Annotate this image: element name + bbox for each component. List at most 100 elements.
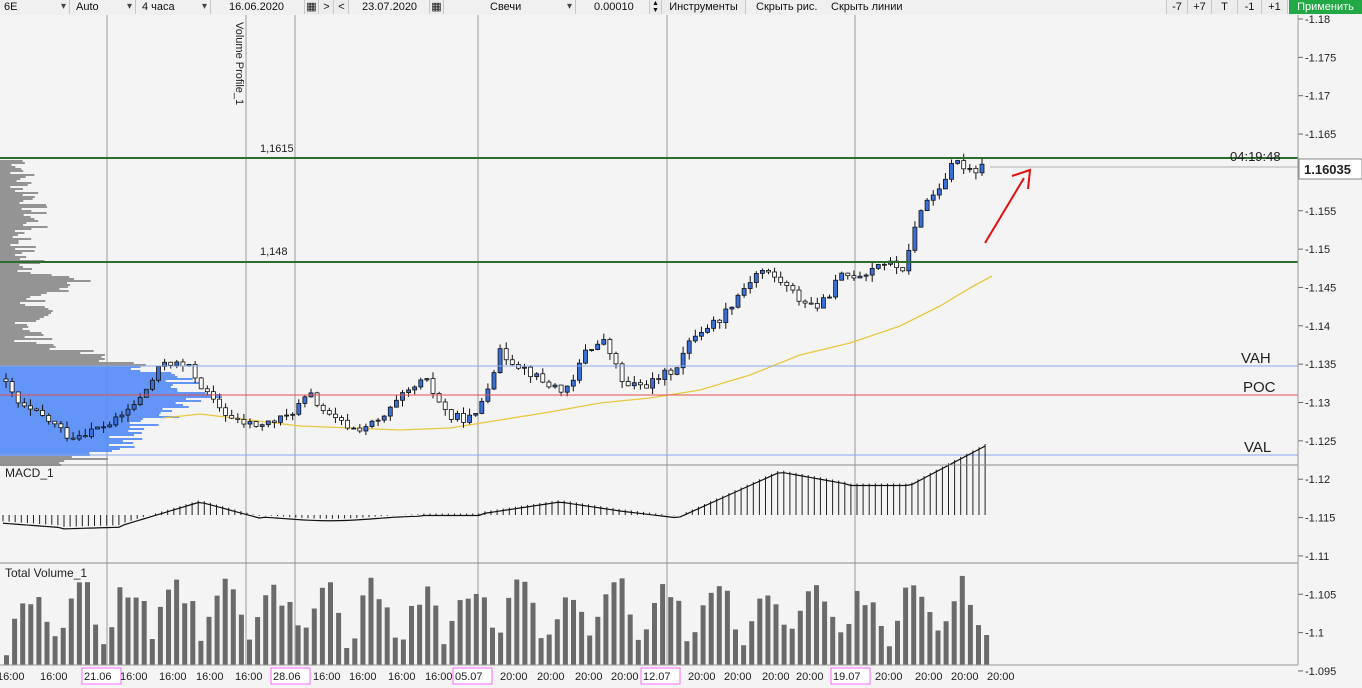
profile-bar bbox=[0, 322, 15, 324]
step-field[interactable]: 0.00010 bbox=[578, 0, 650, 14]
volume-bar bbox=[125, 597, 131, 665]
nav-next-button[interactable]: > bbox=[320, 0, 334, 14]
volume-bar bbox=[425, 586, 431, 665]
volume-bar bbox=[360, 595, 366, 665]
zoom-minus7-button[interactable]: -7 bbox=[1166, 0, 1188, 14]
candle-bull bbox=[595, 343, 601, 350]
candle-bull bbox=[955, 160, 960, 164]
candle-bull bbox=[662, 369, 668, 380]
candle-bull bbox=[674, 367, 680, 375]
volume-bar bbox=[716, 586, 722, 665]
candle-bear bbox=[766, 270, 771, 273]
candle-bear bbox=[64, 427, 70, 439]
volume-bar bbox=[830, 616, 836, 665]
candle-bear bbox=[204, 388, 210, 393]
timeframe-select[interactable]: 4 часа bbox=[138, 0, 211, 14]
profile-bar bbox=[0, 188, 23, 190]
zoom-plus1-button[interactable]: +1 bbox=[1262, 0, 1288, 14]
volume-bar bbox=[789, 628, 795, 665]
candle-bear bbox=[192, 363, 198, 379]
profile-bar bbox=[0, 292, 47, 294]
symbol-select[interactable]: 6E bbox=[0, 0, 70, 14]
profile-bar bbox=[0, 420, 141, 422]
volume-bar bbox=[449, 620, 455, 665]
profile-bar bbox=[0, 222, 27, 224]
t-button[interactable]: T bbox=[1212, 0, 1238, 14]
volume-bar bbox=[611, 582, 617, 665]
volume-bar bbox=[230, 589, 236, 665]
date-to-field[interactable]: 23.07.2020 bbox=[350, 0, 430, 14]
volume-bar bbox=[295, 625, 301, 665]
volume-bar bbox=[514, 579, 520, 665]
calendar-to-icon[interactable]: ▦ bbox=[430, 0, 444, 14]
hide-drawings-button[interactable]: Скрыть рис. bbox=[756, 1, 818, 13]
price-tick-label: -1.11 bbox=[1305, 551, 1329, 563]
candle-bear bbox=[644, 384, 649, 389]
profile-bar bbox=[0, 402, 176, 404]
volume-bar bbox=[433, 605, 439, 665]
volume-bar bbox=[684, 641, 690, 665]
candle-bear bbox=[540, 373, 546, 383]
price-tick-label: -1.17 bbox=[1305, 91, 1330, 103]
profile-bar bbox=[0, 264, 20, 266]
volume-bar bbox=[951, 601, 957, 665]
zoom-plus7-button[interactable]: +7 bbox=[1188, 0, 1212, 14]
apply-button[interactable]: Применить bbox=[1289, 0, 1362, 14]
calendar-from-icon[interactable]: ▦ bbox=[305, 0, 319, 14]
profile-bar bbox=[0, 428, 145, 430]
profile-bar bbox=[0, 198, 33, 200]
price-tick-label: -1.12 bbox=[1305, 474, 1330, 486]
step-spinner[interactable]: ▲ ▼ bbox=[650, 0, 662, 14]
candle-bear bbox=[320, 404, 326, 412]
volume-bar bbox=[166, 589, 171, 665]
profile-bar bbox=[0, 174, 35, 176]
volume-bar bbox=[60, 627, 66, 665]
candle-bear bbox=[229, 415, 235, 419]
candle-bull bbox=[680, 352, 686, 369]
candle-bull bbox=[723, 308, 729, 323]
date-marker: 21.06 bbox=[84, 671, 112, 683]
date-marker: 19.07 bbox=[833, 671, 861, 683]
candle-bull bbox=[522, 366, 527, 369]
profile-bar bbox=[0, 334, 44, 336]
profile-bar bbox=[0, 456, 72, 458]
trend-arrow bbox=[984, 168, 1032, 244]
price-axis: -1.18-1.175-1.17-1.165-1.16-1.155-1.15-1… bbox=[1298, 15, 1336, 678]
profile-bar bbox=[0, 412, 161, 414]
profile-bar bbox=[0, 358, 105, 360]
candle-bull bbox=[906, 249, 912, 272]
chart-type-select[interactable]: Свечи bbox=[446, 0, 576, 14]
date-marker: 05.07 bbox=[455, 671, 483, 683]
candle-bear bbox=[332, 413, 338, 418]
volume-bar bbox=[562, 597, 568, 665]
hide-lines-button[interactable]: Скрыть линии bbox=[831, 1, 903, 13]
candle-bear bbox=[180, 361, 186, 367]
volume-bar bbox=[206, 616, 212, 665]
candle-bull bbox=[583, 349, 588, 364]
profile-bar bbox=[0, 286, 68, 288]
candle-bear bbox=[845, 272, 851, 277]
candle-bear bbox=[339, 417, 344, 421]
scale-select[interactable]: Auto bbox=[72, 0, 136, 14]
profile-bar bbox=[0, 352, 81, 354]
profile-bar bbox=[0, 316, 44, 318]
zoom-minus1-button[interactable]: -1 bbox=[1238, 0, 1262, 14]
nav-prev-button[interactable]: < bbox=[335, 0, 349, 14]
volume-bar bbox=[976, 625, 981, 665]
profile-bar bbox=[0, 270, 18, 272]
candle-bear bbox=[430, 378, 436, 394]
candle-bull bbox=[650, 378, 655, 389]
date-from-field[interactable]: 16.06.2020 bbox=[213, 0, 305, 14]
volume-bar bbox=[376, 599, 382, 665]
price-axis-panel[interactable] bbox=[1298, 15, 1362, 688]
chart-area[interactable]: -1.18-1.175-1.17-1.165-1.16-1.155-1.15-1… bbox=[0, 15, 1362, 688]
candle-bull bbox=[967, 167, 973, 170]
candle-bull bbox=[918, 210, 924, 228]
toolbar: 6E Auto 4 часа 16.06.2020 ▦ > < 23.07.20… bbox=[0, 0, 1362, 16]
volume-bar bbox=[68, 598, 74, 665]
time-tick-label: 20:00 bbox=[537, 671, 565, 683]
instruments-button[interactable]: Инструменты bbox=[662, 0, 746, 14]
profile-bar bbox=[0, 318, 40, 320]
volume-bar bbox=[765, 595, 771, 665]
volume-bar bbox=[198, 640, 204, 665]
